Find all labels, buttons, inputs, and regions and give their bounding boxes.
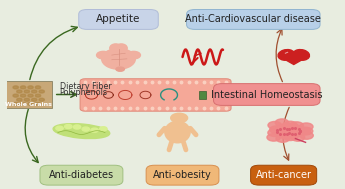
Ellipse shape bbox=[110, 44, 121, 52]
Ellipse shape bbox=[116, 44, 127, 52]
Text: Dietary Fiber: Dietary Fiber bbox=[60, 82, 111, 91]
Circle shape bbox=[17, 90, 22, 93]
Circle shape bbox=[31, 98, 37, 101]
FancyBboxPatch shape bbox=[80, 79, 231, 111]
Circle shape bbox=[20, 102, 26, 105]
Ellipse shape bbox=[165, 121, 190, 143]
Circle shape bbox=[24, 98, 30, 101]
Circle shape bbox=[276, 135, 289, 142]
Circle shape bbox=[300, 132, 313, 139]
Text: Intestinal Homeostasis: Intestinal Homeostasis bbox=[211, 90, 323, 99]
Ellipse shape bbox=[278, 50, 295, 60]
FancyBboxPatch shape bbox=[199, 91, 206, 99]
Circle shape bbox=[39, 98, 45, 101]
Circle shape bbox=[39, 90, 45, 93]
Circle shape bbox=[28, 102, 33, 105]
Circle shape bbox=[275, 123, 303, 139]
Text: Appetite: Appetite bbox=[96, 14, 141, 24]
Circle shape bbox=[299, 123, 313, 130]
Text: Anti-diabetes: Anti-diabetes bbox=[49, 170, 114, 180]
Circle shape bbox=[284, 121, 297, 129]
Circle shape bbox=[17, 98, 22, 101]
Circle shape bbox=[13, 86, 18, 89]
FancyBboxPatch shape bbox=[214, 84, 320, 105]
Circle shape bbox=[171, 113, 188, 123]
Circle shape bbox=[290, 122, 304, 129]
Text: Anti-cancer: Anti-cancer bbox=[256, 170, 312, 180]
Ellipse shape bbox=[82, 127, 89, 131]
Circle shape bbox=[291, 134, 305, 141]
Circle shape bbox=[297, 127, 310, 135]
Ellipse shape bbox=[65, 125, 72, 129]
Circle shape bbox=[31, 90, 37, 93]
Circle shape bbox=[284, 133, 297, 141]
Circle shape bbox=[35, 94, 41, 97]
FancyBboxPatch shape bbox=[40, 165, 123, 185]
Text: Anti-Cardiovascular disease: Anti-Cardiovascular disease bbox=[185, 14, 321, 24]
Circle shape bbox=[269, 126, 283, 133]
Circle shape bbox=[299, 127, 313, 135]
Circle shape bbox=[13, 102, 18, 105]
Polygon shape bbox=[279, 56, 308, 64]
Circle shape bbox=[20, 94, 26, 97]
Circle shape bbox=[35, 102, 41, 105]
FancyBboxPatch shape bbox=[79, 9, 158, 29]
Ellipse shape bbox=[53, 124, 110, 139]
FancyBboxPatch shape bbox=[146, 165, 219, 185]
Ellipse shape bbox=[293, 50, 309, 60]
Circle shape bbox=[28, 94, 33, 97]
FancyBboxPatch shape bbox=[6, 81, 52, 108]
Circle shape bbox=[24, 90, 30, 93]
Ellipse shape bbox=[102, 49, 135, 69]
Text: Anti-obesity: Anti-obesity bbox=[153, 170, 212, 180]
Ellipse shape bbox=[56, 126, 63, 130]
Ellipse shape bbox=[91, 128, 98, 132]
Ellipse shape bbox=[127, 51, 140, 59]
Circle shape bbox=[13, 94, 18, 97]
Ellipse shape bbox=[97, 51, 110, 59]
Circle shape bbox=[35, 86, 41, 89]
Ellipse shape bbox=[100, 127, 107, 131]
Text: Polyphenols: Polyphenols bbox=[60, 88, 108, 97]
Ellipse shape bbox=[116, 67, 125, 71]
Circle shape bbox=[267, 134, 280, 141]
Circle shape bbox=[268, 122, 282, 129]
FancyBboxPatch shape bbox=[187, 9, 320, 29]
FancyBboxPatch shape bbox=[250, 165, 317, 185]
Circle shape bbox=[20, 86, 26, 89]
Circle shape bbox=[28, 86, 33, 89]
Circle shape bbox=[275, 119, 289, 126]
Circle shape bbox=[268, 129, 282, 136]
Text: Whole Grains: Whole Grains bbox=[5, 102, 52, 107]
Ellipse shape bbox=[73, 125, 81, 129]
